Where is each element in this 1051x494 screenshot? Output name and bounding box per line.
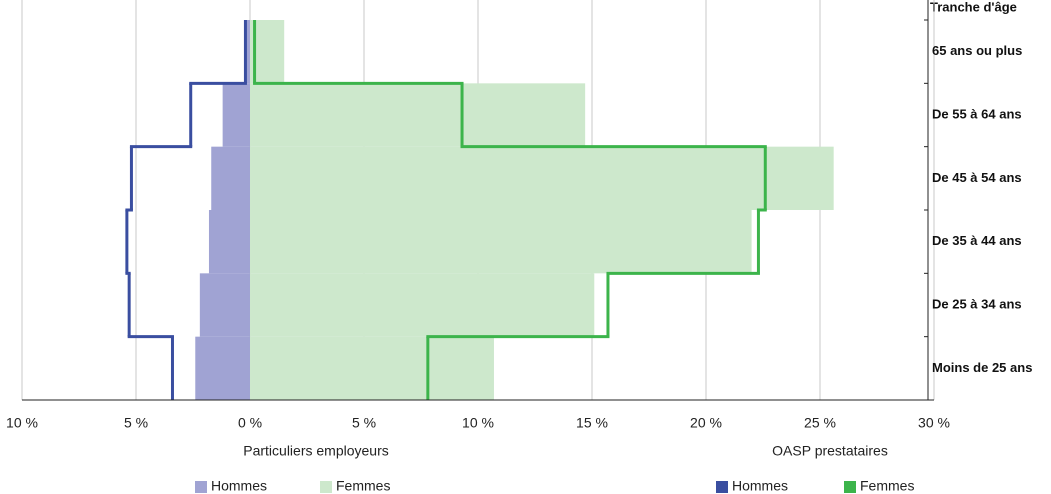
bar [250,273,595,337]
group-label: Particuliers employeurs [243,443,389,459]
bar [250,336,494,400]
x-tick-label: 5 % [352,415,376,431]
legend-swatch [716,481,728,493]
x-tick-label: 10 % [462,415,494,431]
bar [250,146,834,210]
bar [250,83,586,147]
legend-label: Femmes [860,478,914,494]
legend-label: Hommes [211,478,267,494]
x-tick-label: 25 % [804,415,836,431]
x-tick-label: 5 % [124,415,148,431]
category-title: Tranche d'âge [930,0,1017,14]
legend-swatch [320,481,332,493]
x-tick-label: 0 % [238,415,262,431]
category-label: De 25 à 34 ans [932,296,1022,311]
x-tick-label: 20 % [690,415,722,431]
category-label: Moins de 25 ans [932,360,1032,375]
legend-label: Hommes [732,478,788,494]
group-label: OASP prestataires [772,443,888,459]
bar [245,20,250,84]
bar [208,210,250,274]
x-tick-label: 30 % [918,415,950,431]
bar [222,83,250,147]
bar [211,146,250,210]
category-label: 65 ans ou plus [932,43,1022,58]
x-tick-label: 10 % [6,415,38,431]
category-label: De 55 à 64 ans [932,106,1022,121]
category-label: De 45 à 54 ans [932,170,1022,185]
legend-label: Femmes [336,478,390,494]
bar [199,273,250,337]
category-label: De 35 à 44 ans [932,233,1022,248]
legend-swatch [195,481,207,493]
legend-swatch [844,481,856,493]
bar [250,210,752,274]
bar [195,336,250,400]
x-tick-label: 15 % [576,415,608,431]
